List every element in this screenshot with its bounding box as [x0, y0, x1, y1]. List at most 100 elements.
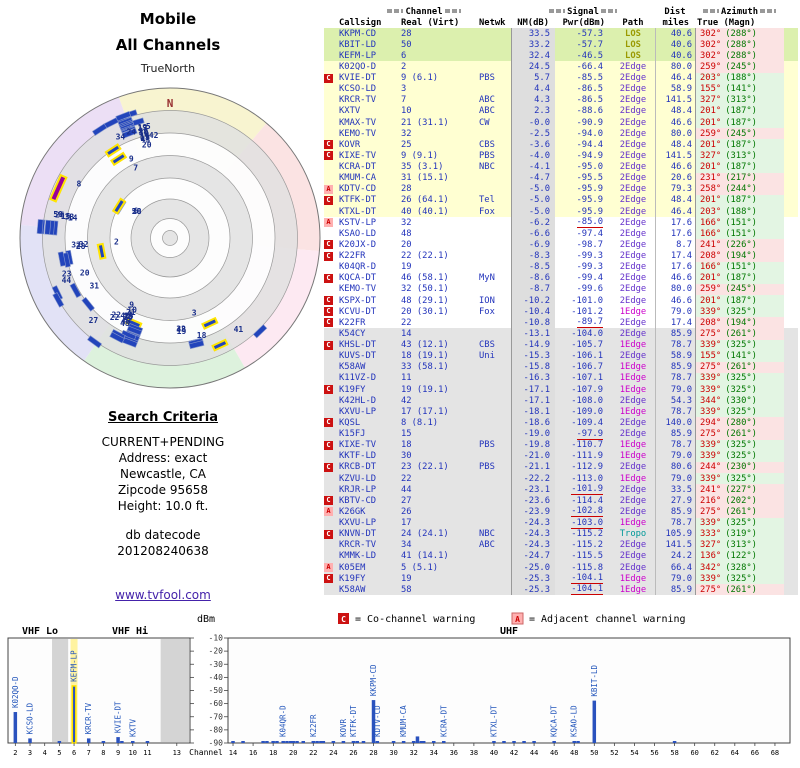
signal-bar-label: K02QO-D — [11, 676, 20, 708]
criteria-line: Address: exact — [118, 451, 208, 465]
callsign-cell: K22FR — [339, 251, 366, 262]
path-cell: 2Edge — [619, 61, 647, 72]
adjacent-channel-warning-badge: A — [324, 218, 333, 228]
azimuth-cell: 201° (187°) — [695, 105, 784, 117]
pwr-dbm-cell: -88.6 — [576, 106, 603, 117]
azimuth-cell: 302° (288°) — [695, 28, 784, 40]
channel-cell: 32 — [401, 217, 412, 228]
radar-marker-channel-label: 43 — [141, 135, 151, 144]
radar-marker-channel-label: 18 — [197, 331, 207, 340]
signal-bar — [415, 736, 420, 743]
vhf-hi-label: VHF Hi — [112, 625, 148, 637]
callsign-cell: K19FY — [339, 384, 366, 395]
callsign-cell: KMMK-LD — [339, 551, 377, 562]
callsign-cell: KXVU-LP — [339, 518, 377, 529]
nm-db-cell: -8.6 — [511, 272, 555, 284]
callsign-cell: KDTV-CD — [339, 184, 377, 195]
table-row: A KDTV-CD 28 -5.0 -95.9 2Edge 79.3 258° (244°) — [324, 183, 798, 195]
nm-db-cell: -24.7 — [511, 550, 555, 562]
distance-cell: 48.4 — [655, 194, 695, 206]
unused-channel-band — [52, 639, 69, 742]
co-channel-warning-badge: C — [324, 496, 333, 506]
callsign-cell: K05EM — [339, 562, 366, 573]
channel-tick-label: 48 — [570, 749, 578, 757]
callsign-cell: KQCA-DT — [339, 273, 377, 284]
radar-marker-channel-label: 22 — [110, 313, 120, 322]
radar-marker-bar — [87, 335, 103, 349]
channel-cell: 27 — [401, 495, 412, 506]
callsign-cell: KQSL — [339, 417, 361, 428]
warning-cell: C — [324, 73, 337, 83]
co-channel-warning-badge: C — [324, 140, 333, 150]
warning-cell: C — [324, 529, 337, 539]
radar-marker-channel-label: 19 — [138, 123, 148, 132]
pwr-dbm-cell: -95.9 — [576, 195, 603, 206]
signal-bar-label: KCRA-DT — [439, 705, 448, 737]
radar-marker-bar — [48, 173, 68, 203]
channel-tick-label: 13 — [173, 749, 181, 757]
channel-tick-label: 28 — [369, 749, 377, 757]
signal-bar — [522, 741, 526, 743]
tvfool-link[interactable]: www.tvfool.com — [115, 588, 211, 602]
co-channel-warning-badge: C — [324, 195, 333, 205]
azimuth-cell: 201° (187°) — [695, 139, 784, 151]
channel-tick-label: 42 — [510, 749, 518, 757]
pwr-dbm-cell: -94.0 — [576, 128, 603, 139]
pwr-dbm-cell: -110.7 — [571, 440, 603, 451]
path-cell: 2Edge — [619, 317, 647, 328]
table-row: C KVIE-DT 9 (6.1) PBS 5.7 -85.5 2Edge 46.4 203°(… — [324, 72, 798, 84]
channel-tick-label: 8 — [101, 749, 105, 757]
channel-cell: 23 (22.1) — [401, 462, 449, 473]
nm-db-cell: -4.1 — [511, 161, 555, 173]
pwr-dbm-cell: -98.7 — [576, 239, 603, 250]
co-channel-legend-text: = Co-channel warning — [355, 614, 475, 625]
channel-cell: 10 — [401, 106, 412, 117]
path-cell: 2Edge — [619, 562, 647, 573]
distance-cell: 78.7 — [655, 339, 695, 351]
table-row: C KHSL-DT 43 (12.1) CBS -14.9 -105.7 1Edge 78.7… — [324, 339, 798, 351]
callsign-cell: KIXE-TV — [339, 150, 377, 161]
table-row: K58AW 58 -25.3 -104.1 1Edge 85.9 275° (261°) — [324, 584, 798, 596]
path-cell: 2Edge — [619, 506, 647, 517]
callsign-cell: KKTF-LD — [339, 451, 377, 462]
co-channel-warning-badge: C — [324, 529, 333, 539]
nm-db-cell: -24.3 — [511, 539, 555, 551]
pwr-dbm-cell: -99.3 — [576, 251, 603, 262]
co-channel-warning-badge: C — [324, 273, 333, 283]
pwr-dbm-cell: -109.4 — [571, 417, 603, 428]
distance-cell: 85.9 — [655, 506, 695, 518]
network-cell: ABC — [479, 540, 495, 551]
signal-bar — [86, 738, 91, 743]
radar-marker-channel-label: 28 — [132, 207, 142, 216]
radar-marker-bar — [96, 242, 107, 260]
column-header: Netwk — [479, 17, 506, 28]
nm-db-cell: -10.8 — [511, 317, 555, 329]
radar-marker-channel-label: 17 — [140, 132, 150, 141]
azimuth-cell: 203° (188°) — [695, 72, 784, 84]
azimuth-cell: 244° (230°) — [695, 461, 784, 473]
azimuth-cell: 275° (261°) — [695, 584, 784, 596]
path-cell: 1Edge — [619, 573, 647, 584]
path-cell: LOS — [625, 28, 641, 39]
table-row: A K05EM 5 (5.1) -25.0 -115.8 2Edge 66.4 342° (32… — [324, 562, 798, 574]
azimuth-cell: 201° (187°) — [695, 117, 784, 129]
callsign-cell: K26GK — [339, 506, 366, 517]
nm-db-cell: 33.2 — [511, 39, 555, 51]
radar-marker-bar — [81, 296, 95, 312]
pwr-dbm-cell: -85.5 — [576, 73, 603, 84]
channel-tick-label: 11 — [143, 749, 151, 757]
channel-cell: 20 (30.1) — [401, 306, 449, 317]
co-channel-warning-badge: C — [324, 574, 333, 584]
channel-cell: 6 — [401, 50, 407, 61]
signal-bar — [391, 741, 396, 743]
channel-tick-label: 14 — [229, 749, 237, 757]
callsign-cell: KCRA-DT — [339, 162, 377, 173]
channel-tick-label: 20 — [289, 749, 297, 757]
path-cell: 2Edge — [619, 295, 647, 306]
nm-db-cell: -10.4 — [511, 306, 555, 318]
azimuth-cell: 327° (313°) — [695, 150, 784, 162]
radar-title-line2: All Channels — [115, 36, 221, 54]
signal-bar — [375, 741, 380, 743]
azimuth-cell: 201° (187°) — [695, 194, 784, 206]
network-cell: MyN — [479, 273, 495, 284]
